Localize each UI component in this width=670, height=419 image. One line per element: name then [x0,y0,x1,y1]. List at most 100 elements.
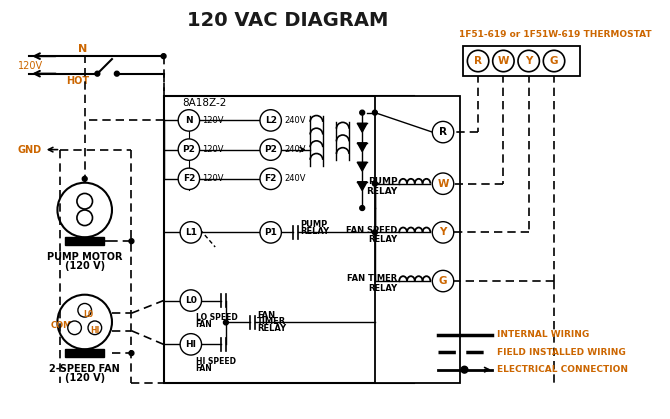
Text: RELAY: RELAY [368,284,397,293]
Text: FAN: FAN [257,310,275,320]
Text: LO SPEED: LO SPEED [196,313,237,322]
Text: R: R [474,56,482,66]
Text: PUMP: PUMP [368,177,397,186]
Circle shape [178,168,200,189]
Text: INTERNAL WIRING: INTERNAL WIRING [496,330,589,339]
Circle shape [129,239,134,243]
Circle shape [461,366,468,373]
Circle shape [468,50,489,72]
Circle shape [58,295,112,349]
Text: FIELD INSTALLED WIRING: FIELD INSTALLED WIRING [496,348,625,357]
Circle shape [77,194,92,209]
Circle shape [129,351,134,356]
Text: 240V: 240V [284,116,306,125]
Polygon shape [357,143,367,152]
Text: (120 V): (120 V) [64,261,105,272]
Text: RELAY: RELAY [257,324,286,333]
Text: RELAY: RELAY [366,186,397,196]
Text: W: W [438,178,449,189]
Circle shape [161,54,166,59]
Text: G: G [439,276,448,286]
Text: PUMP MOTOR: PUMP MOTOR [47,252,123,262]
Circle shape [432,173,454,194]
Circle shape [82,176,87,181]
Circle shape [432,270,454,292]
Circle shape [260,139,281,160]
Text: Y: Y [440,228,447,238]
Text: FAN SPEED: FAN SPEED [346,225,397,235]
Bar [464,47,580,75]
Text: FAN: FAN [196,364,212,373]
Circle shape [260,222,281,243]
Circle shape [360,110,364,115]
Text: 120V: 120V [202,174,224,184]
Circle shape [492,50,514,72]
Bar [375,96,460,383]
Circle shape [180,290,202,311]
Circle shape [373,110,377,115]
Circle shape [178,110,200,131]
Text: F2: F2 [265,174,277,184]
Text: L2: L2 [265,116,277,125]
Circle shape [260,168,281,189]
Text: P1: P1 [264,228,277,237]
Text: R: R [439,127,447,137]
Text: 8A18Z-2: 8A18Z-2 [182,98,226,108]
Circle shape [432,222,454,243]
Polygon shape [357,123,367,132]
Text: HOT: HOT [66,76,90,86]
Text: TIMER: TIMER [257,317,286,326]
Circle shape [360,206,364,210]
Text: 240V: 240V [284,174,306,184]
Text: 2-SPEED FAN: 2-SPEED FAN [50,364,120,374]
Text: G: G [550,56,558,66]
Text: N: N [78,44,87,54]
Polygon shape [357,162,367,171]
Text: L0: L0 [84,310,94,319]
Text: Y: Y [525,56,533,66]
Text: 1F51-619 or 1F51W-619 THERMOSTAT: 1F51-619 or 1F51W-619 THERMOSTAT [459,30,651,39]
Text: F2: F2 [183,174,195,184]
Circle shape [58,183,112,237]
Circle shape [78,303,92,317]
Text: PUMP: PUMP [300,220,327,230]
Text: RELAY: RELAY [368,235,397,244]
Text: L1: L1 [185,228,197,237]
Text: HI: HI [90,326,99,335]
Text: HI SPEED: HI SPEED [196,357,236,366]
Text: COM: COM [51,321,72,330]
Bar [163,96,414,383]
Circle shape [373,230,377,235]
Text: RELAY: RELAY [300,227,329,236]
Text: 120V: 120V [202,116,224,125]
Text: N: N [185,116,193,125]
Text: HI: HI [186,340,196,349]
Circle shape [432,122,454,143]
Text: 120V: 120V [17,61,43,71]
Text: ELECTRICAL CONNECTION: ELECTRICAL CONNECTION [496,365,628,374]
Text: 120 VAC DIAGRAM: 120 VAC DIAGRAM [186,10,388,30]
Circle shape [373,181,377,186]
Text: P2: P2 [182,145,196,154]
Text: FAN TIMER: FAN TIMER [347,274,397,283]
Circle shape [88,321,102,335]
Circle shape [543,50,565,72]
Bar [65,237,104,245]
Text: 120V: 120V [202,145,224,154]
Circle shape [260,110,281,131]
Text: FAN: FAN [196,320,212,329]
Circle shape [178,139,200,160]
Text: W: W [498,56,509,66]
Bar [65,349,104,357]
Circle shape [518,50,539,72]
Text: P2: P2 [264,145,277,154]
Text: (120 V): (120 V) [64,373,105,383]
Circle shape [77,210,92,225]
Circle shape [180,222,202,243]
Circle shape [95,71,100,76]
Polygon shape [357,182,367,191]
Text: GND: GND [17,145,42,155]
Circle shape [224,320,228,325]
Text: L0: L0 [185,296,197,305]
Circle shape [68,321,82,335]
